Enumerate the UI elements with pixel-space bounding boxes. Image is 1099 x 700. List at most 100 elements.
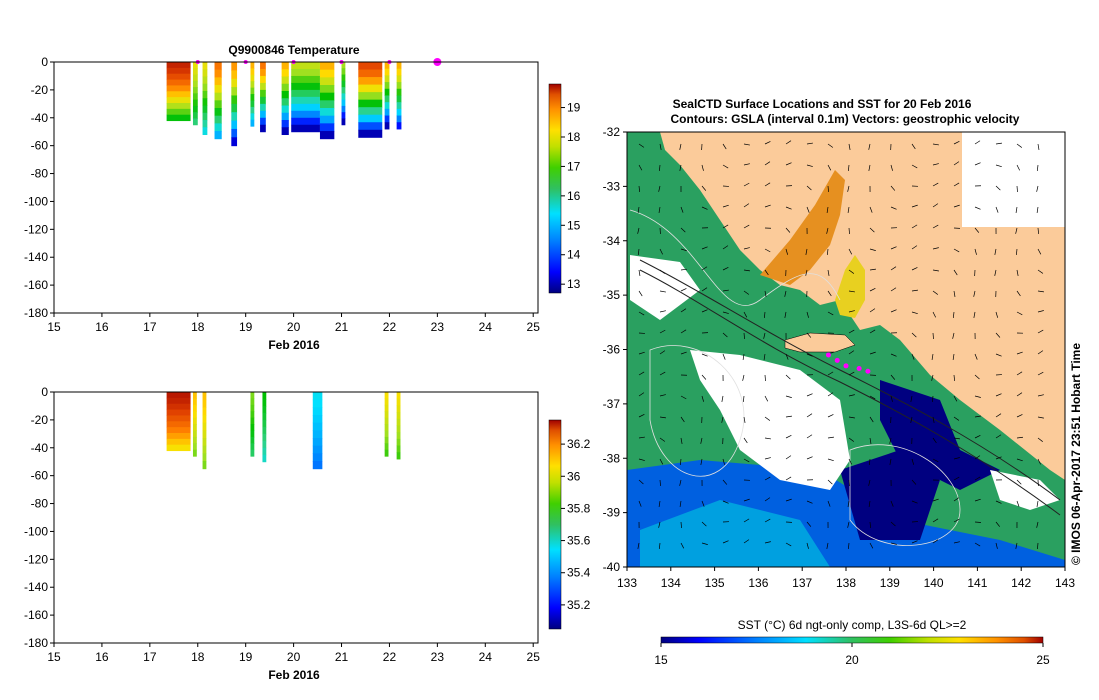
profile-cell bbox=[214, 115, 222, 124]
x-tick-label: 17 bbox=[143, 320, 157, 334]
velocity-vector bbox=[868, 143, 871, 150]
velocity-vector bbox=[1016, 311, 1023, 316]
velocity-vector bbox=[973, 290, 976, 297]
profile-cell bbox=[192, 112, 198, 119]
profile-cell bbox=[166, 403, 191, 411]
profile-cell bbox=[231, 137, 238, 147]
velocity-vector bbox=[1037, 416, 1044, 419]
profile-cell bbox=[319, 92, 335, 101]
profile-column bbox=[281, 62, 289, 136]
velocity-vector bbox=[932, 498, 939, 502]
profile-cell bbox=[250, 74, 255, 82]
velocity-vector bbox=[638, 185, 641, 193]
profile-column bbox=[396, 62, 402, 130]
profile-cell bbox=[250, 398, 255, 406]
velocity-vector bbox=[680, 206, 684, 213]
velocity-vector bbox=[722, 164, 729, 169]
profile-cell bbox=[291, 89, 320, 98]
velocity-vector bbox=[680, 288, 687, 292]
velocity-vector bbox=[764, 541, 771, 544]
x-tick-label: 19 bbox=[239, 320, 253, 334]
velocity-vector bbox=[764, 290, 767, 297]
velocity-vector bbox=[995, 500, 1002, 504]
salinity-colorbar-ticks: 36.2 36 35.8 35.6 35.4 35.2 bbox=[561, 437, 591, 612]
velocity-vector bbox=[869, 206, 873, 213]
velocity-vector bbox=[869, 288, 876, 292]
velocity-vector bbox=[764, 497, 771, 502]
profile-cell bbox=[166, 73, 191, 81]
y-tick-label: -180 bbox=[24, 306, 48, 320]
velocity-vector bbox=[658, 521, 661, 528]
velocity-vector bbox=[848, 437, 855, 442]
gsla-contour-1 bbox=[629, 209, 841, 306]
velocity-vector bbox=[785, 415, 792, 418]
velocity-vector bbox=[659, 329, 666, 334]
profile-column bbox=[166, 62, 191, 122]
velocity-vector bbox=[659, 458, 664, 465]
y-tick-label: -140 bbox=[24, 250, 48, 264]
velocity-vector bbox=[742, 374, 745, 381]
velocity-vector bbox=[638, 479, 644, 485]
velocity-vector bbox=[847, 185, 850, 192]
temperature-y-ticks: 0 -20 -40 -60 -80 -100 -120 -140 -160 -180 bbox=[24, 55, 54, 320]
velocity-vector bbox=[743, 224, 750, 229]
profile-cell bbox=[319, 62, 335, 71]
velocity-vector bbox=[763, 353, 766, 360]
y-tick-label: -60 bbox=[31, 469, 49, 483]
profile-column bbox=[250, 392, 255, 457]
profile-cell bbox=[281, 112, 289, 121]
velocity-vector bbox=[680, 351, 687, 355]
y-tick-label: -100 bbox=[24, 194, 48, 208]
map-y-tick-label: -33 bbox=[603, 179, 621, 193]
velocity-vector bbox=[701, 266, 708, 271]
velocity-vector bbox=[868, 164, 871, 171]
velocity-vector bbox=[827, 458, 834, 462]
velocity-vector bbox=[953, 416, 960, 421]
profile-cell bbox=[358, 84, 383, 93]
profile-column bbox=[192, 62, 198, 126]
map-y-tick-label: -32 bbox=[603, 125, 621, 139]
velocity-vector bbox=[890, 542, 897, 545]
profile-cell bbox=[291, 62, 320, 70]
profile-cell bbox=[202, 461, 207, 470]
velocity-vector bbox=[659, 290, 666, 293]
profile-cell bbox=[384, 75, 390, 83]
profile-cell bbox=[396, 122, 402, 130]
velocity-vector bbox=[890, 374, 896, 380]
profile-cell bbox=[260, 89, 266, 98]
profile-cell bbox=[396, 425, 401, 433]
velocity-vector bbox=[1037, 394, 1044, 397]
velocity-vector bbox=[1016, 392, 1023, 397]
velocity-vector bbox=[743, 269, 750, 272]
profile-cell bbox=[384, 411, 389, 419]
profile-cell bbox=[250, 392, 255, 399]
profile-cell bbox=[384, 449, 389, 457]
velocity-vector bbox=[806, 500, 813, 504]
profile-cell bbox=[291, 124, 320, 133]
velocity-vector bbox=[911, 204, 918, 208]
profile-cell bbox=[260, 110, 266, 119]
sst-colorbar-tick-label: 25 bbox=[1036, 653, 1050, 667]
profile-cell bbox=[384, 122, 390, 130]
velocity-vector bbox=[659, 350, 666, 355]
y-tick-label: -20 bbox=[31, 413, 49, 427]
profile-cell bbox=[214, 92, 222, 101]
velocity-vector bbox=[827, 269, 830, 276]
velocity-vector bbox=[911, 500, 918, 504]
profile-cell bbox=[192, 99, 198, 107]
profile-cell bbox=[231, 120, 238, 130]
velocity-vector bbox=[953, 395, 958, 402]
seal-location-marker bbox=[856, 366, 862, 372]
colorbar-tick-label: 16 bbox=[567, 189, 581, 203]
profile-cell bbox=[166, 427, 191, 434]
profile-cell bbox=[312, 438, 323, 447]
velocity-vector bbox=[680, 329, 687, 334]
profile-cell bbox=[250, 81, 255, 89]
x-tick-label: 25 bbox=[527, 320, 541, 334]
profile-cell bbox=[260, 103, 266, 112]
x-tick-label: 15 bbox=[47, 650, 61, 664]
velocity-vector bbox=[701, 164, 704, 171]
profile-cell bbox=[358, 99, 383, 108]
velocity-vector bbox=[680, 395, 687, 400]
velocity-vector bbox=[1016, 500, 1020, 507]
